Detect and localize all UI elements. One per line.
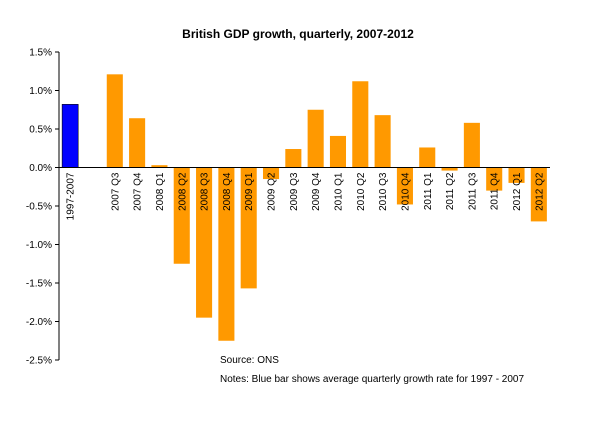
category-label: 2010 Q3 [378, 172, 389, 211]
category-label: 2009 Q2 [267, 172, 278, 211]
y-axis-ticks: 1.5% 1.0% 0.5% 0.0% -0.5% -1.0% -1.5% -2.0% -2.5… [26, 48, 59, 367]
category-label: 2008 Q1 [155, 172, 166, 211]
y-tick-label: -2.0% [26, 317, 52, 328]
y-tick-label: 0.0% [29, 163, 52, 174]
y-tick-label: 1.0% [29, 86, 52, 97]
bar [419, 147, 436, 168]
bar [218, 167, 235, 341]
bar [352, 81, 369, 168]
category-label: 2011 Q4 [490, 172, 501, 210]
bar [463, 122, 480, 168]
y-tick-label: 0.5% [29, 125, 52, 136]
bar [285, 149, 302, 168]
source-note: Source: ONS [220, 355, 279, 366]
category-label: 2011 Q1 [423, 172, 434, 210]
bar [196, 167, 213, 318]
bar [307, 109, 324, 168]
notes-text: Notes: Blue bar shows average quarterly … [220, 374, 524, 385]
category-label: 2008 Q4 [222, 172, 233, 211]
category-label: 2010 Q2 [356, 172, 367, 211]
category-label: 2007 Q3 [110, 172, 121, 211]
category-label: 2012 Q2 [534, 172, 545, 211]
y-tick-label: -1.5% [26, 279, 52, 290]
bar [129, 118, 146, 168]
bar [396, 167, 413, 205]
bars [61, 74, 547, 341]
category-label: 2011 Q3 [467, 172, 478, 210]
category-label: 2010 Q1 [333, 172, 344, 211]
category-label: 1997-2007 [66, 172, 77, 220]
bar [106, 74, 123, 168]
category-label: 2012 Q1 [512, 172, 523, 211]
category-label: 2008 Q2 [177, 172, 188, 211]
category-label: 2009 Q3 [289, 172, 300, 211]
bar [508, 167, 525, 183]
y-tick-label: 1.5% [29, 48, 52, 59]
category-label: 2009 Q1 [244, 172, 255, 211]
bar [240, 167, 257, 289]
bar [329, 135, 347, 168]
chart-title: British GDP growth, quarterly, 2007-2012 [182, 27, 414, 41]
bar [441, 167, 458, 171]
category-label: 2007 Q4 [133, 172, 144, 211]
bar [173, 167, 190, 264]
y-tick-label: -0.5% [26, 202, 52, 213]
bar [61, 104, 79, 168]
bar [530, 167, 547, 222]
category-label: 2009 Q4 [311, 172, 322, 211]
bar [262, 167, 280, 180]
bar [486, 167, 503, 191]
bar [374, 115, 391, 168]
category-label: 2008 Q3 [200, 172, 211, 211]
bar [151, 165, 168, 168]
category-label: 2011 Q2 [445, 172, 456, 210]
y-tick-label: -2.5% [26, 356, 52, 367]
y-tick-label: -1.0% [26, 240, 52, 251]
category-labels: 1997-2007 2007 Q3 2007 Q4 2008 Q1 2008 Q2 200… [66, 172, 546, 220]
category-label: 2010 Q4 [400, 172, 411, 211]
